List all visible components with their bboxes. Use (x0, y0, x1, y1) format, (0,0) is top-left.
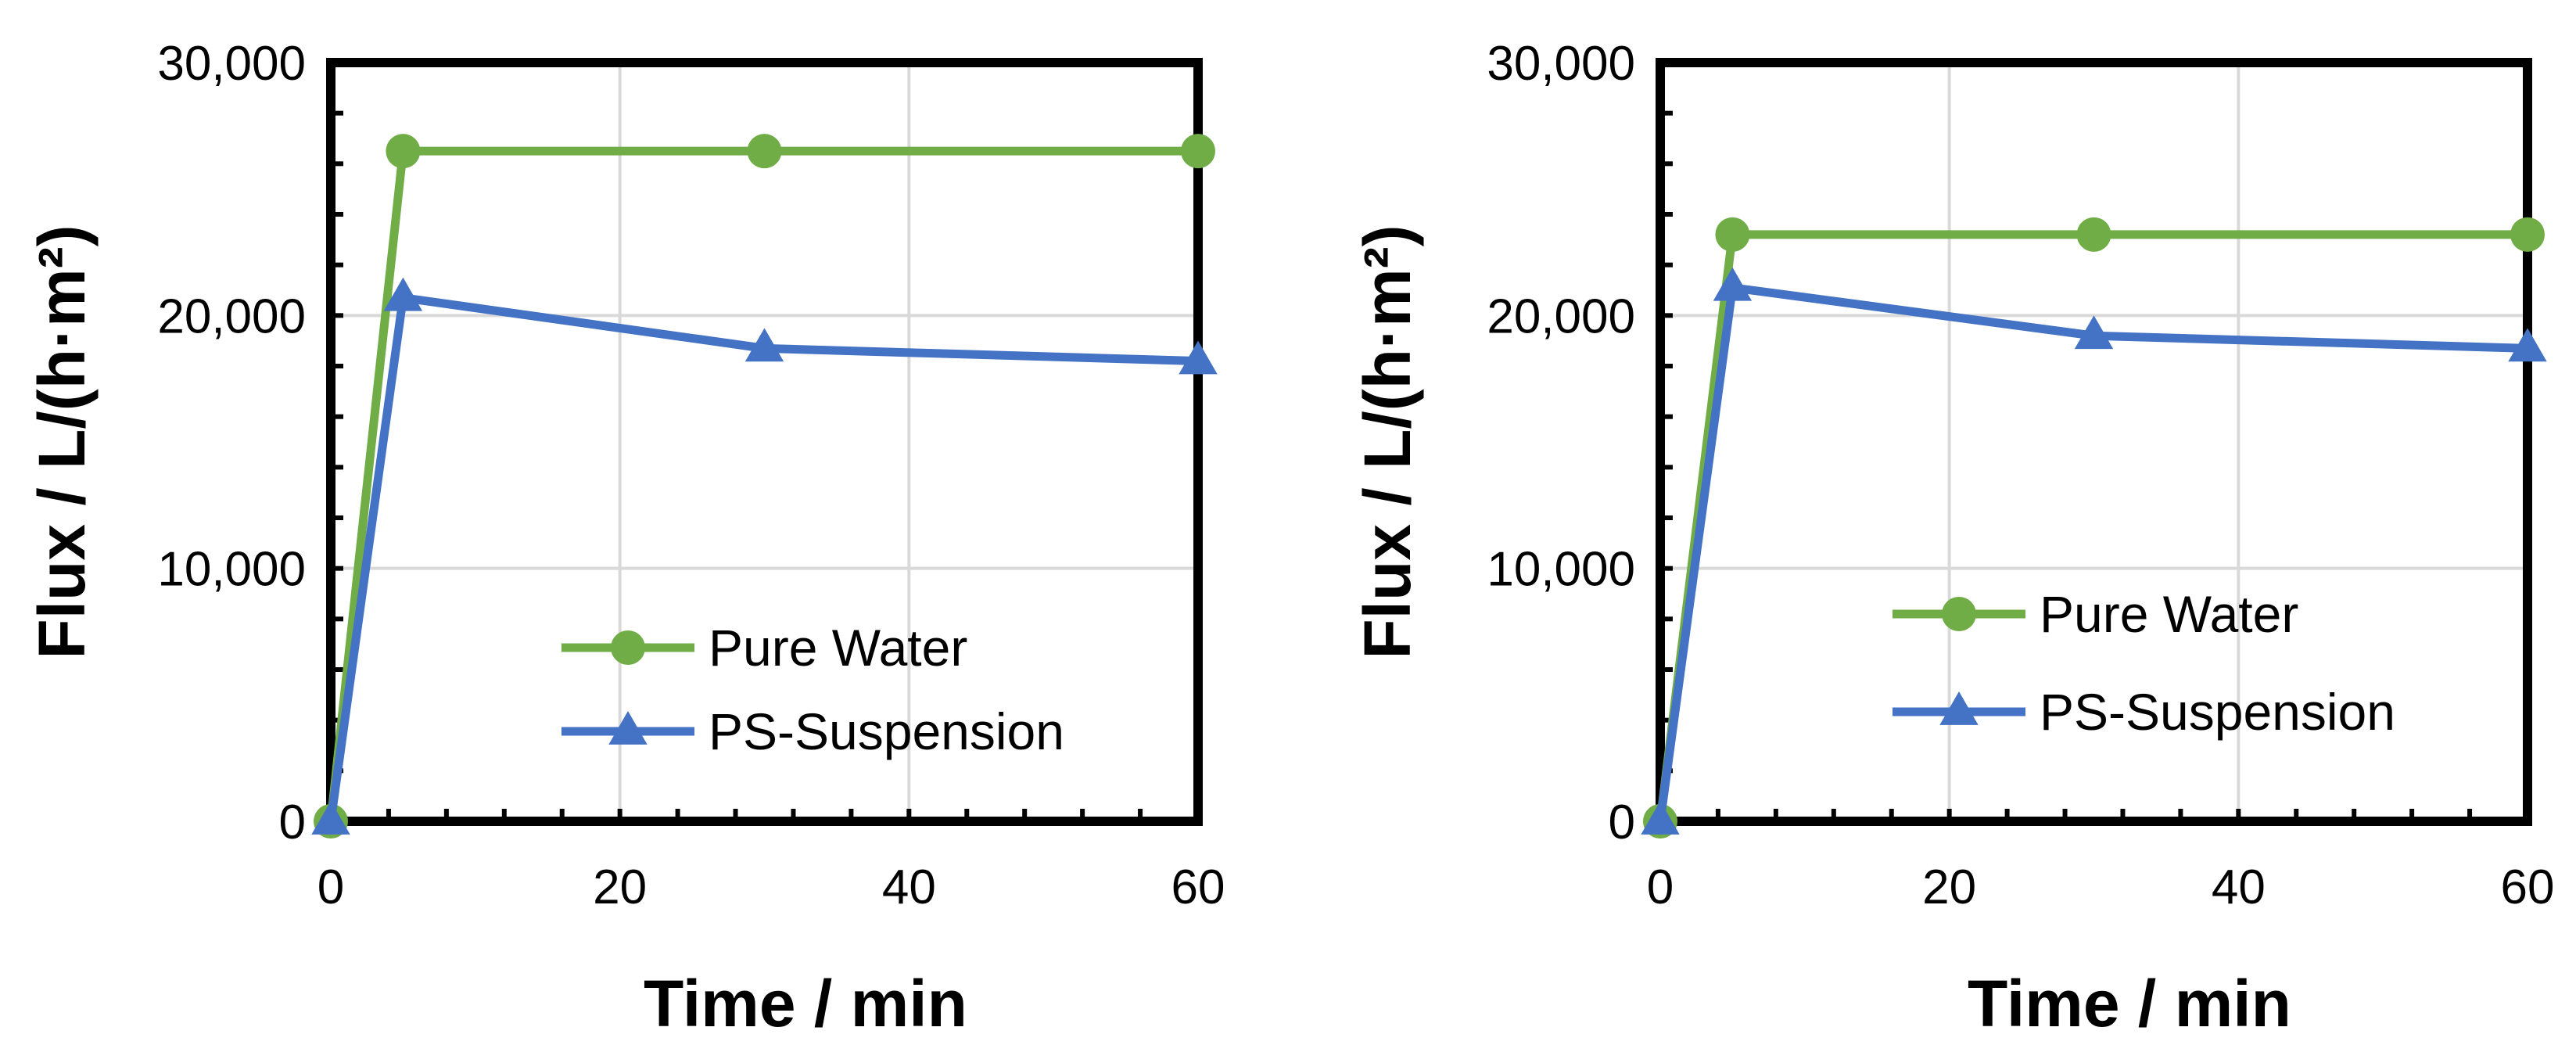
legend-label: PS-Suspension (2040, 683, 2395, 741)
x-tick-label: 60 (2501, 860, 2555, 914)
series-line-ps-suspension (1656, 283, 2532, 826)
x-tick-label: 20 (1922, 860, 1976, 914)
data-point-pure-water (2076, 217, 2111, 252)
x-tick-label: 0 (1647, 860, 1674, 914)
data-point-ps-suspension (2508, 328, 2547, 362)
chart-right: 0 10,000 20,000 30,000 0 20 40 60 Time / min Flux… (1351, 37, 2554, 1040)
y-tick-label: 0 (279, 795, 306, 849)
data-point-ps-suspension (1641, 801, 1680, 835)
legend-label: Pure Water (709, 619, 967, 677)
y-tick-label: 20,000 (157, 289, 306, 343)
x-tick-label: 20 (593, 860, 647, 914)
legend-label: PS-Suspension (709, 702, 1064, 760)
data-point-ps-suspension (1179, 340, 1218, 375)
y-tick-label: 0 (1609, 795, 1635, 849)
legend-marker-triangle (1939, 691, 1979, 725)
series-line-ps-suspension (326, 293, 1203, 826)
y-axis-title: Flux / L/(h·m²) (25, 224, 99, 659)
data-point-ps-suspension (383, 277, 423, 311)
data-point-ps-suspension (1713, 267, 1753, 301)
legend-marker-circle (1942, 597, 1976, 631)
y-tick-label: 10,000 (1487, 543, 1635, 597)
y-tick-label: 30,000 (157, 37, 306, 91)
plot-frame (326, 58, 1203, 826)
plot-frame (1656, 58, 2532, 826)
y-tick-label: 20,000 (1487, 289, 1635, 343)
y-tick-label: 10,000 (157, 543, 306, 597)
x-axis-title: Time / min (1968, 967, 2291, 1040)
data-point-ps-suspension (2074, 315, 2114, 350)
data-point-pure-water (2510, 217, 2545, 252)
x-tick-label: 60 (1171, 860, 1225, 914)
data-point-ps-suspension (311, 801, 350, 835)
x-tick-label: 40 (882, 860, 936, 914)
data-point-ps-suspension (744, 328, 784, 362)
y-tick-label: 30,000 (1487, 37, 1635, 91)
data-point-pure-water (747, 134, 782, 169)
legend-label: Pure Water (2040, 585, 2298, 643)
legend-marker-circle (611, 630, 645, 665)
data-point-pure-water (1715, 217, 1750, 252)
data-point-pure-water (1181, 134, 1215, 169)
x-axis-title: Time / min (644, 967, 967, 1040)
chart-left: 0 10,000 20,000 30,000 0 20 40 60 Time / min Flux… (25, 37, 1225, 1040)
y-axis-title: Flux / L/(h·m²) (1351, 224, 1424, 659)
x-tick-label: 40 (2212, 860, 2266, 914)
series-line-pure-water (326, 146, 1203, 826)
legend-marker-triangle (608, 711, 648, 745)
x-tick-label: 0 (318, 860, 344, 914)
data-point-pure-water (386, 134, 421, 169)
